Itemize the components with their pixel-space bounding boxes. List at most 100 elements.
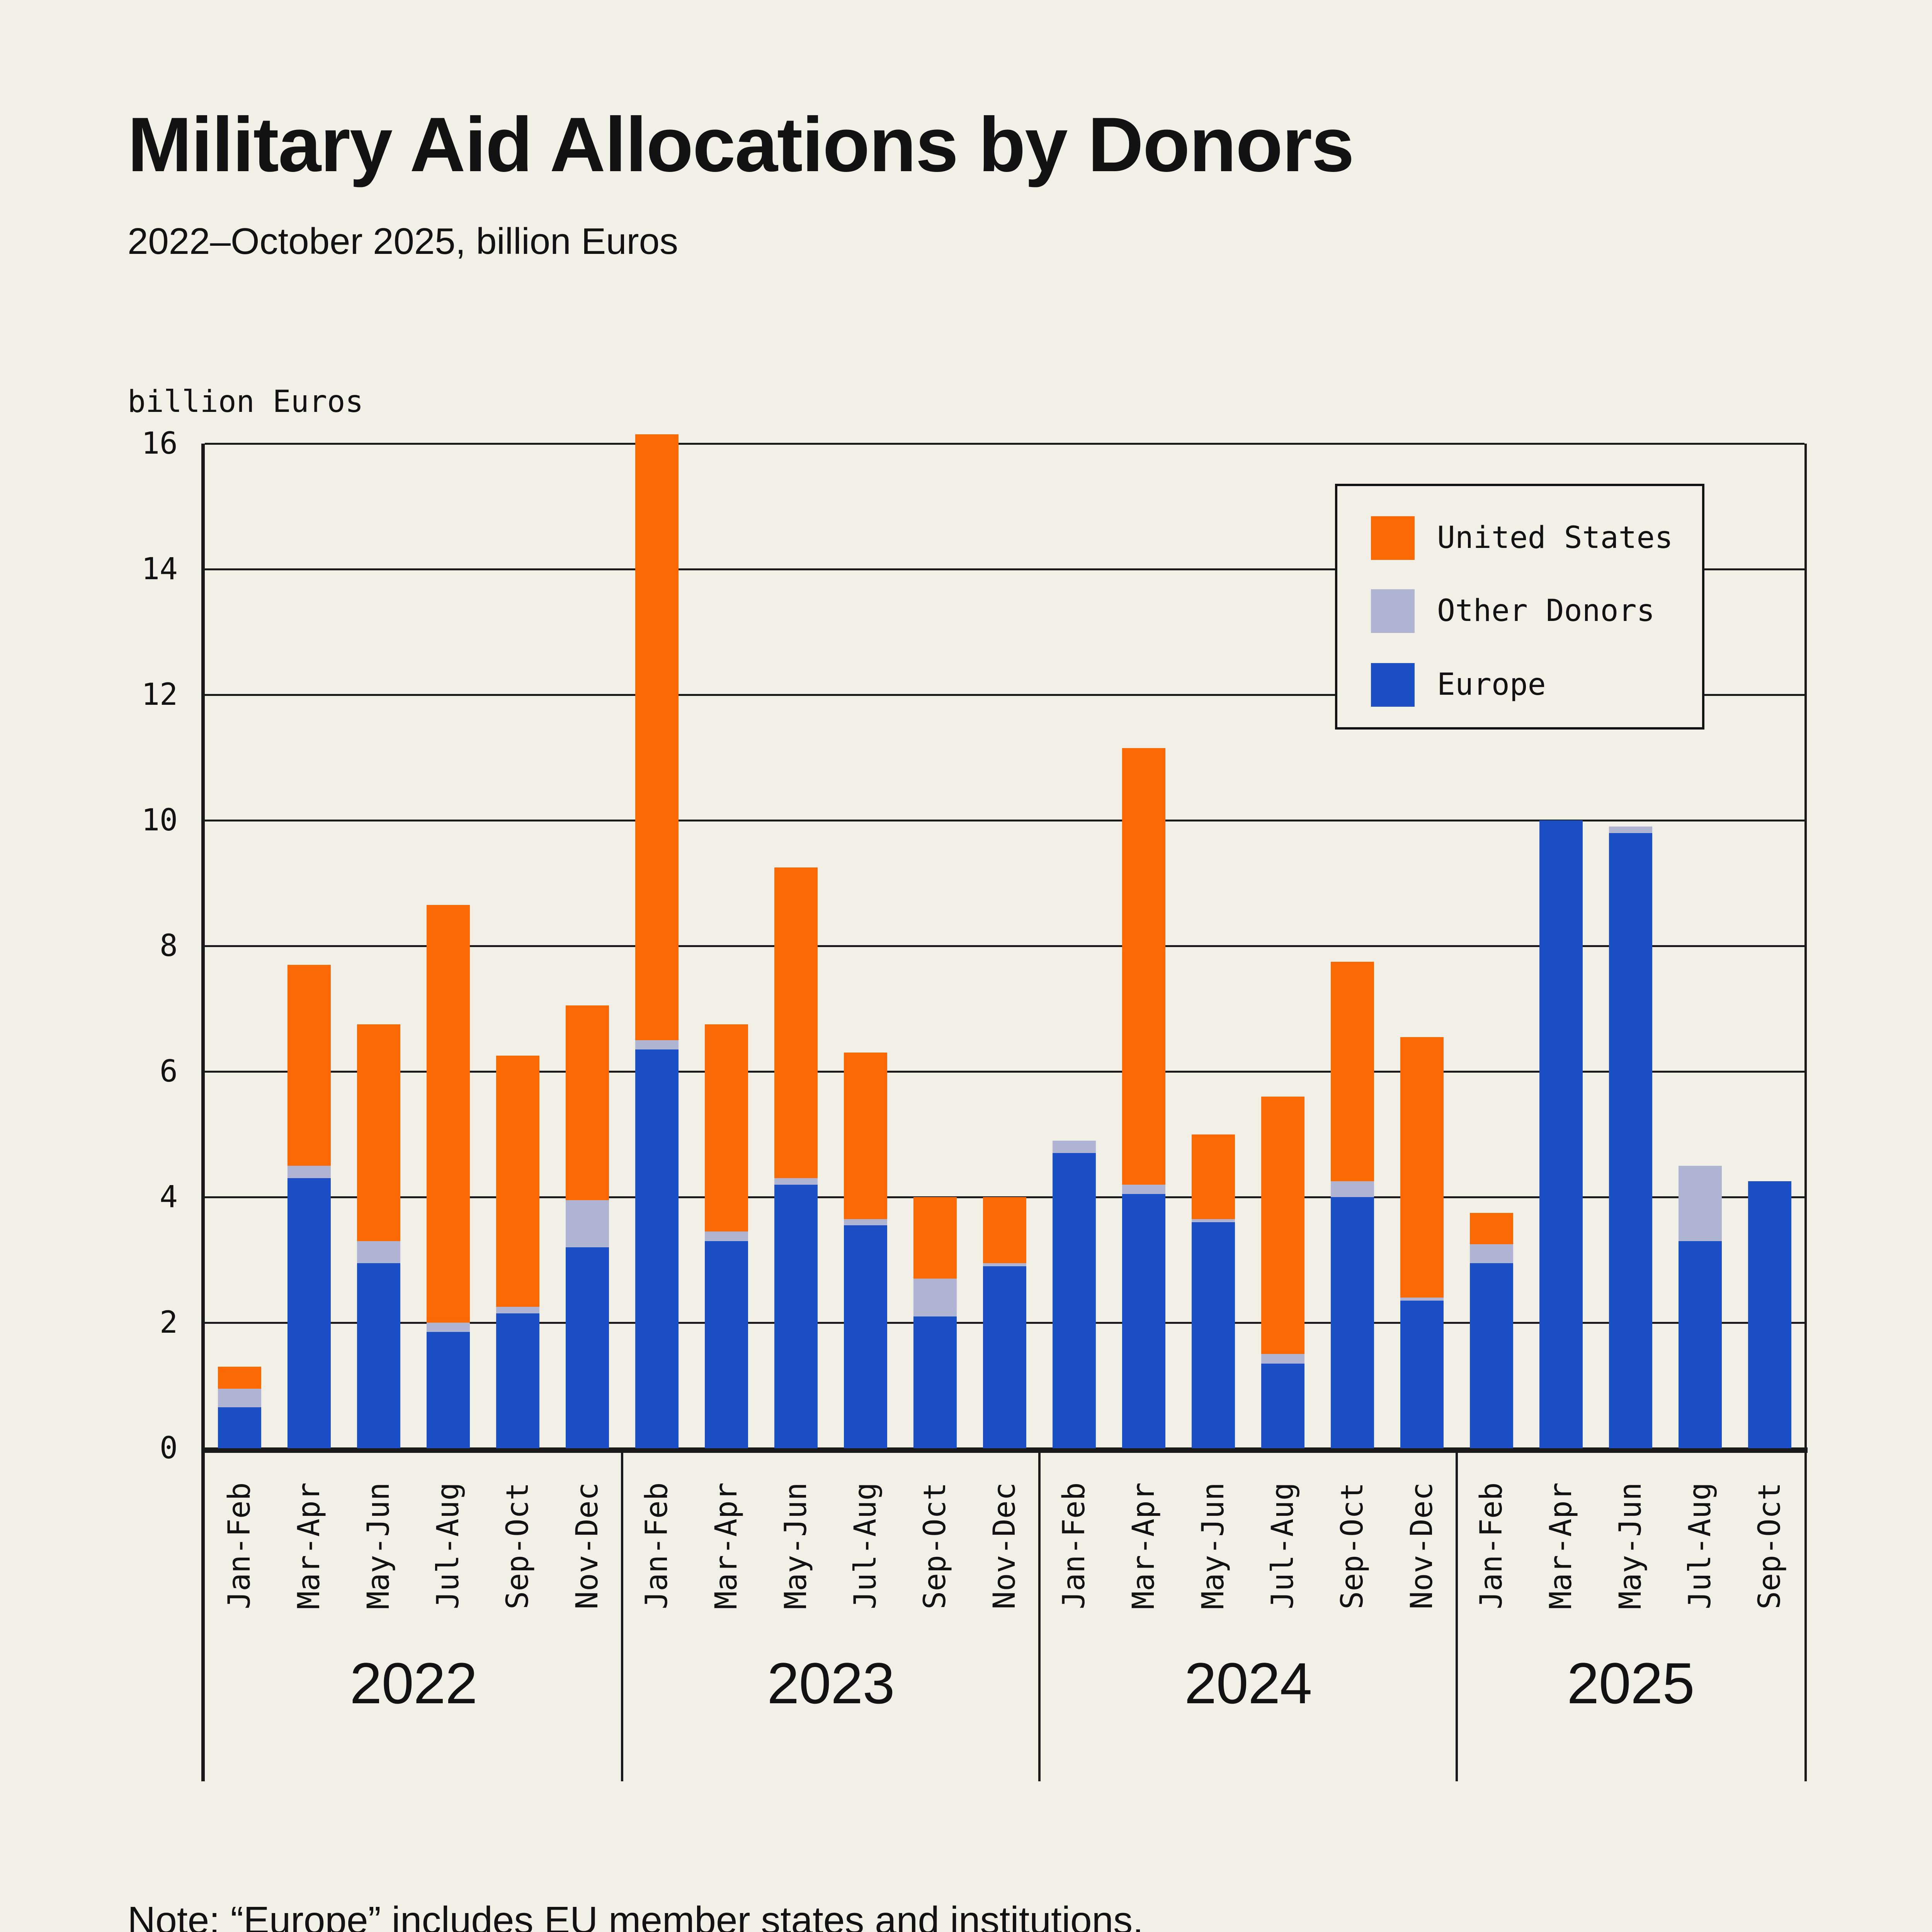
bar-segment-europe — [774, 1184, 818, 1448]
bar-segment-united-states — [1331, 961, 1374, 1182]
bar-segment-united-states — [705, 1024, 748, 1232]
bar-segment-other-donors — [705, 1231, 748, 1241]
x-tick-label: Jul-Aug — [848, 1482, 883, 1609]
x-tick-label: Jul-Aug — [1683, 1482, 1718, 1609]
gridline — [205, 694, 1804, 696]
bar-segment-other-donors — [1331, 1181, 1374, 1197]
plot-right-border — [1804, 444, 1807, 1781]
bar-segment-other-donors — [913, 1279, 957, 1316]
bar-segment-europe — [1400, 1301, 1444, 1448]
bar-segment-other-donors — [357, 1241, 400, 1263]
bar-segment-other-donors — [287, 1165, 331, 1179]
x-tick-label: May-Jun — [1196, 1482, 1231, 1609]
bar-segment-other-donors — [218, 1388, 261, 1408]
bar-segment-europe — [844, 1225, 887, 1448]
x-tick-label: Sep-Oct — [500, 1482, 535, 1609]
year-separator — [621, 1448, 623, 1781]
bar-segment-other-donors — [496, 1307, 539, 1313]
legend: United States Other Donors Europe — [1335, 484, 1704, 730]
x-tick-label: Mar-Apr — [292, 1482, 327, 1609]
bar-segment-europe — [218, 1407, 261, 1448]
bar-segment-united-states — [357, 1024, 400, 1241]
y-tick-label: 2 — [160, 1305, 178, 1340]
x-tick-label: Sep-Oct — [1335, 1482, 1370, 1609]
gridline — [205, 819, 1804, 821]
y-tick-label: 8 — [160, 929, 178, 963]
x-tick-label: Mar-Apr — [1544, 1482, 1578, 1609]
page-title: Military Aid Allocations by Donors — [128, 102, 1354, 188]
page-subtitle: 2022–October 2025, billion Euros — [128, 221, 678, 262]
bar-segment-other-donors — [1261, 1354, 1304, 1364]
bar-segment-europe — [1609, 833, 1652, 1448]
bar-segment-united-states — [1192, 1134, 1235, 1219]
bar-segment-europe — [357, 1263, 400, 1448]
bar-segment-europe — [913, 1316, 957, 1448]
bar-segment-europe — [1748, 1181, 1791, 1448]
bar-segment-europe — [1122, 1194, 1165, 1448]
y-tick-label: 12 — [141, 677, 178, 712]
gridline — [205, 568, 1804, 570]
bar-segment-europe — [1679, 1241, 1722, 1448]
bar-segment-other-donors — [566, 1200, 609, 1247]
bar-segment-europe — [635, 1049, 679, 1448]
bar-segment-europe — [1470, 1263, 1513, 1448]
legend-label: Europe — [1437, 667, 1546, 702]
bar-segment-united-states — [1470, 1213, 1513, 1244]
y-axis-line — [201, 444, 205, 1781]
x-tick-label: Jan-Feb — [1057, 1482, 1092, 1609]
y-axis-title: billion Euros — [128, 384, 364, 419]
bar-segment-other-donors — [774, 1178, 818, 1185]
bar-segment-other-donors — [1609, 827, 1652, 833]
bar-segment-europe — [427, 1332, 470, 1448]
gridline — [205, 442, 1804, 445]
bar-segment-united-states — [983, 1197, 1026, 1263]
x-tick-label: Nov-Dec — [570, 1482, 605, 1609]
bar-segment-other-donors — [427, 1323, 470, 1332]
bar-segment-europe — [287, 1178, 331, 1448]
bar-segment-united-states — [427, 905, 470, 1323]
bar-segment-europe — [496, 1313, 539, 1448]
y-tick-label: 10 — [141, 803, 178, 838]
x-tick-label: Jul-Aug — [431, 1482, 466, 1609]
bar-segment-united-states — [287, 964, 331, 1166]
bar-segment-united-states — [566, 1005, 609, 1201]
x-tick-label: Nov-Dec — [1405, 1482, 1439, 1609]
bar-segment-united-states — [1122, 748, 1165, 1185]
legend-label: Other Donors — [1437, 594, 1655, 628]
bar-segment-united-states — [774, 867, 818, 1179]
bar-segment-other-donors — [1122, 1184, 1165, 1194]
x-tick-label: Mar-Apr — [709, 1482, 744, 1609]
bar-segment-other-donors — [1470, 1244, 1513, 1263]
note-text: Note: “Europe” includes EU member states… — [128, 1899, 1250, 1932]
legend-swatch-europe — [1371, 663, 1415, 707]
bar-segment-united-states — [496, 1056, 539, 1307]
bar-segment-europe — [705, 1241, 748, 1448]
x-tick-label: Sep-Oct — [1752, 1482, 1787, 1609]
y-tick-label: 16 — [141, 426, 178, 461]
year-label-2022: 2022 — [350, 1651, 478, 1716]
x-tick-label: Jul-Aug — [1265, 1482, 1300, 1609]
bar-segment-united-states — [218, 1366, 261, 1389]
x-tick-label: Jan-Feb — [222, 1482, 257, 1609]
x-tick-label: May-Jun — [1613, 1482, 1648, 1609]
year-label-2025: 2025 — [1567, 1651, 1695, 1716]
year-separator — [1038, 1448, 1041, 1781]
x-tick-label: Jan-Feb — [1474, 1482, 1509, 1609]
bar-segment-united-states — [913, 1197, 957, 1279]
gridline — [205, 1070, 1804, 1073]
y-tick-label: 6 — [160, 1054, 178, 1089]
bar-segment-united-states — [844, 1053, 887, 1219]
bar-segment-other-donors — [1400, 1298, 1444, 1301]
x-tick-label: Nov-Dec — [987, 1482, 1022, 1609]
legend-label: United States — [1437, 520, 1673, 555]
year-label-2023: 2023 — [767, 1651, 895, 1716]
legend-swatch-united-states — [1371, 516, 1415, 560]
bar-segment-other-donors — [1053, 1140, 1096, 1153]
bar-segment-europe — [1192, 1222, 1235, 1448]
year-separator — [1456, 1448, 1458, 1781]
bar-segment-europe — [983, 1266, 1026, 1448]
x-axis-line — [205, 1447, 1808, 1453]
y-tick-label: 14 — [141, 552, 178, 587]
